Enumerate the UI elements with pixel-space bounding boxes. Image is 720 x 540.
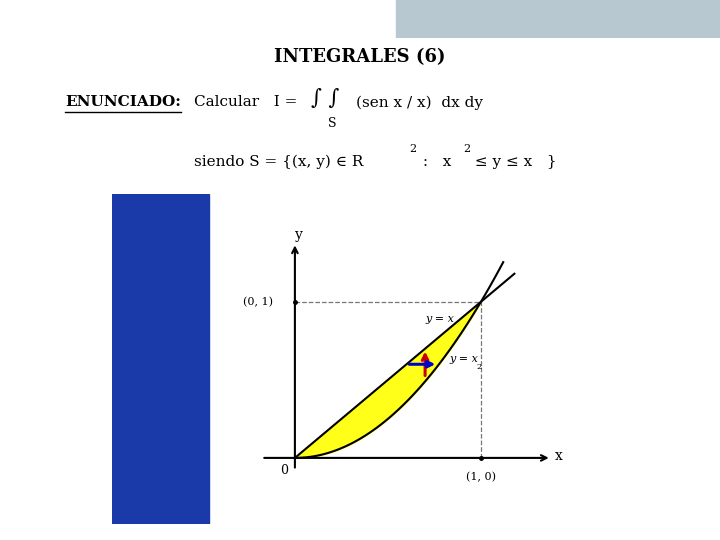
Text: (sen x / x)  dx dy: (sen x / x) dx dy — [356, 95, 483, 110]
Bar — [112, 194, 210, 524]
Text: S: S — [328, 117, 337, 130]
Text: (1, 0): (1, 0) — [466, 472, 496, 482]
Text: ENUNCIADO:: ENUNCIADO: — [65, 96, 181, 110]
Text: (0, 1): (0, 1) — [243, 296, 273, 307]
Text: siendo S = {(x, y) ∈ R: siendo S = {(x, y) ∈ R — [194, 154, 364, 169]
Text: ≤ y ≤ x   }: ≤ y ≤ x } — [470, 155, 557, 169]
Text: INTEGRALES (6): INTEGRALES (6) — [274, 48, 446, 66]
Text: y: y — [294, 228, 302, 242]
Text: :   x: : x — [418, 155, 451, 169]
Text: x: x — [555, 449, 563, 463]
Text: y = x: y = x — [425, 314, 454, 323]
Bar — [396, 0, 720, 38]
Text: 2: 2 — [476, 362, 482, 370]
Text: y = x: y = x — [449, 354, 478, 364]
Text: Calcular   I =: Calcular I = — [194, 96, 302, 110]
Text: 2: 2 — [463, 144, 470, 154]
Text: 0: 0 — [280, 464, 288, 477]
Text: ∫ ∫: ∫ ∫ — [311, 87, 339, 107]
Text: 2: 2 — [409, 144, 416, 154]
